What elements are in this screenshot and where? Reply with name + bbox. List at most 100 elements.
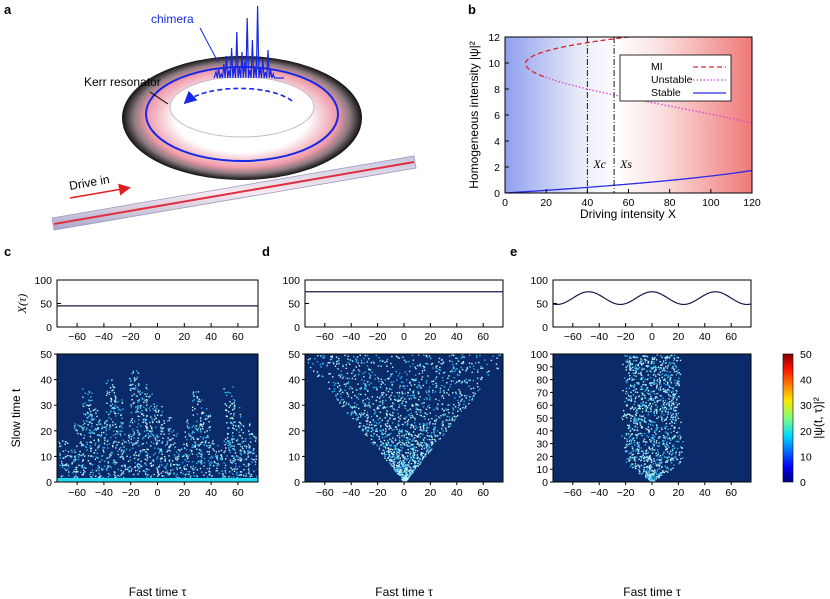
heatmap-cell: [102, 449, 104, 451]
heatmap-cell: [404, 456, 406, 458]
heatmap-cell: [84, 392, 87, 394]
heatmap-cell: [445, 428, 447, 430]
heatmap-cell: [362, 425, 365, 427]
heatmap-cell: [121, 430, 123, 432]
heatmap-cell: [628, 372, 630, 374]
heatmap-cell: [168, 439, 171, 441]
heatmap-cell: [253, 452, 255, 455]
heatmap-cell: [188, 427, 190, 429]
heatmap-cell: [164, 458, 167, 460]
heatmap-cell: [409, 471, 411, 473]
heatmap-cell: [148, 396, 150, 398]
heatmap-cell: [452, 366, 455, 368]
heatmap-cell: [145, 454, 147, 457]
heatmap-cell: [404, 461, 406, 464]
heatmap-cell: [91, 432, 94, 434]
heatmap-cell: [410, 395, 412, 397]
heatmap-cell: [229, 392, 231, 394]
heatmap-cell: [636, 429, 638, 431]
heatmap-cell: [74, 423, 76, 425]
heatmap-cell: [644, 390, 646, 392]
heatmap-cell: [117, 453, 119, 456]
heatmap-cell: [115, 415, 117, 417]
heatmap-cell: [429, 446, 431, 448]
heatmap-cell: [670, 416, 672, 418]
heatmap-cell: [659, 464, 661, 466]
heatmap-cell: [630, 369, 632, 371]
heatmap-cell: [403, 443, 405, 445]
heatmap-cell: [675, 413, 678, 415]
heatmap-cell: [225, 442, 227, 444]
heatmap-cell: [626, 458, 628, 460]
heatmap-cell: [82, 403, 84, 405]
heatmap-cell: [90, 449, 92, 451]
heatmap-cell: [382, 407, 384, 409]
heatmap-cell: [385, 389, 388, 391]
heatmap-cell: [670, 469, 672, 471]
heatmap-cell: [421, 376, 424, 378]
heatmap-cell: [91, 477, 93, 479]
heatmap-cell: [218, 472, 220, 474]
heatmap-cell: [626, 359, 629, 361]
heatmap-cell: [237, 443, 239, 445]
heatmap-cell: [137, 415, 139, 417]
heatmap-cell: [418, 372, 421, 375]
heatmap-cell: [164, 466, 166, 469]
heatmap-cell: [648, 477, 650, 479]
heatmap-cell: [396, 392, 398, 394]
heatmap-cell: [138, 383, 140, 385]
heatmap-cell: [164, 444, 167, 447]
heatmap-cell: [234, 405, 236, 407]
heatmap-cell: [453, 367, 455, 369]
heatmap-cell: [332, 376, 334, 378]
drive-arrow: [69, 183, 131, 199]
heatmap-cell: [644, 410, 647, 412]
heatmap-cell: [465, 370, 467, 372]
heatmap-cell: [405, 465, 407, 467]
heatmap-cell: [364, 393, 367, 396]
heatmap-cell: [393, 454, 396, 456]
vline-label-xc: Xc: [592, 157, 606, 171]
heatmap-cell: [105, 394, 108, 396]
heatmap-cell: [133, 432, 136, 434]
heatmap-cell: [413, 394, 416, 396]
heatmap-cell: [392, 454, 394, 456]
heatmap-cell: [671, 399, 673, 402]
heatmap-cell: [145, 470, 147, 473]
heatmap-cell: [647, 474, 649, 476]
heatmap-cell: [412, 458, 414, 461]
heatmap-cell: [201, 454, 203, 456]
heatmap-cell: [457, 410, 459, 412]
heatmap-cell: [244, 452, 247, 454]
heatmap-cell: [409, 388, 411, 391]
heatmap-cell: [139, 407, 142, 409]
heatmap-cell: [145, 395, 148, 398]
heatmap-cell: [662, 388, 664, 390]
heatmap-cell: [391, 465, 393, 467]
heatmap-cell: [161, 453, 163, 455]
heatmap-cell: [401, 454, 403, 456]
heatmap-cell: [634, 365, 636, 367]
heatmap-cell: [401, 471, 403, 473]
heatmap-cell: [85, 467, 87, 469]
heatmap-cell: [675, 451, 677, 453]
heatmap-cell: [90, 411, 92, 413]
heatmap-cell: [653, 383, 655, 385]
heatmap-cell: [403, 467, 405, 470]
heatmap-cell: [67, 464, 69, 466]
heatmap-cell: [672, 365, 674, 368]
heatmap-cell: [76, 476, 79, 478]
heatmap-cell: [243, 463, 245, 466]
heatmap-cell: [117, 412, 119, 415]
heatmap-cell: [166, 472, 169, 474]
heatmap-cell: [93, 432, 95, 434]
heatmap-cell: [466, 382, 468, 384]
heatmap-cell: [664, 427, 666, 430]
heatmap-cell: [645, 449, 648, 451]
heatmap-cell: [244, 445, 246, 447]
heatmap-cell: [404, 421, 406, 424]
heatmap-cell: [630, 397, 632, 399]
heatmap-cell: [198, 444, 200, 447]
heatmap-cell: [135, 469, 137, 472]
heatmap-cell: [106, 392, 109, 394]
